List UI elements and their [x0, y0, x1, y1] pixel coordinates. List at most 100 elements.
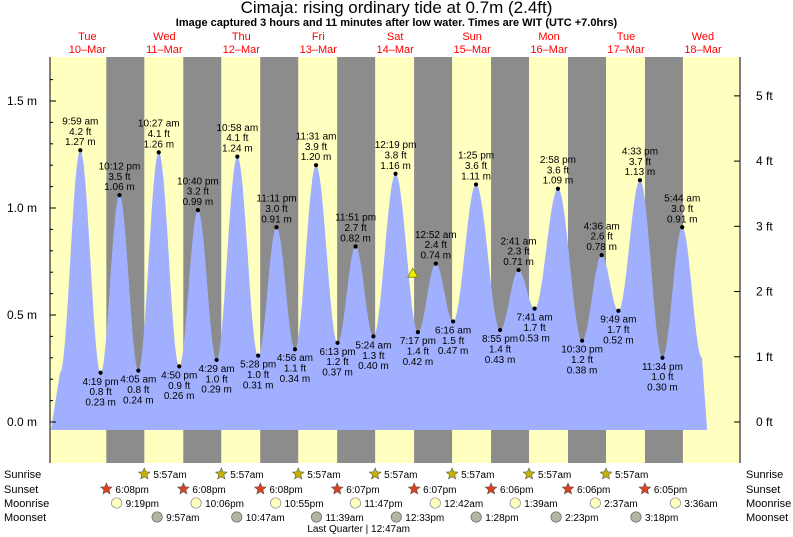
low-tide-label: 5:28 pm	[240, 360, 276, 371]
astro-row-label-right: Sunrise	[746, 469, 783, 481]
low-tide-label: 0.24 m	[123, 395, 154, 406]
moonrise-icon	[589, 497, 601, 509]
day-name: Wed	[153, 31, 175, 43]
day-date: 15–Mar	[453, 44, 491, 56]
high-tide-label: 11:51 pm	[335, 213, 376, 224]
day-date: 14–Mar	[377, 44, 415, 56]
astro-row-label-left: Sunset	[4, 484, 38, 496]
moonset-icon	[390, 511, 402, 523]
axis-ticks: 0.0 m 0.5 m 1.0 m 1.5 m 0 ft 1 ft 2 ft 3 ft 4 ft…	[7, 79, 773, 429]
sunrise-icon	[291, 467, 305, 480]
high-tide-label: 0.99 m	[183, 197, 214, 208]
high-tide-label: 2.4 ft	[425, 240, 447, 251]
tide-point	[78, 148, 83, 153]
tide-point	[195, 208, 201, 213]
moonrise-icon	[669, 497, 681, 509]
high-tide-label: 1:25 pm	[458, 151, 494, 162]
moonrise-time: 2:37am	[604, 499, 637, 510]
tide-point	[433, 261, 438, 266]
high-tide-label: 1.13 m	[625, 167, 656, 178]
low-tide-label: 6:13 pm	[319, 347, 355, 358]
high-tide-label: 10:40 pm	[177, 176, 219, 187]
moonrise-time: 10:55pm	[285, 499, 324, 510]
day-name: Sat	[387, 31, 404, 43]
low-tide-label: 1.1 ft	[284, 364, 306, 375]
sunrise-time: 5:57am	[307, 470, 340, 481]
high-tide-label: 1.20 m	[301, 152, 332, 163]
high-tide-label: 1.09 m	[543, 176, 574, 187]
day-date: 16–Mar	[530, 44, 568, 56]
tide-point	[335, 340, 340, 345]
sunset-time: 6:05pm	[654, 485, 687, 496]
day-name: Wed	[692, 31, 714, 43]
day-date: 13–Mar	[300, 44, 338, 56]
high-tide-label: 2.7 ft	[344, 223, 366, 234]
tide-point	[532, 306, 537, 311]
low-tide-label: 0.31 m	[243, 380, 274, 391]
sunset-icon	[407, 482, 421, 495]
tide-point	[156, 150, 161, 155]
tide-point	[599, 252, 604, 258]
high-tide-label: 11:11 pm	[256, 193, 296, 204]
tide-point	[473, 182, 479, 187]
astro-row-label-left: Sunrise	[4, 469, 41, 481]
day-date: 12–Mar	[223, 44, 261, 56]
moonset-icon	[550, 511, 562, 523]
moonrise-time: 10:06pm	[205, 499, 244, 510]
low-tide-label: 9:49 am	[600, 315, 636, 326]
moonrise-icon	[509, 497, 521, 509]
high-tide-label: 1.06 m	[104, 182, 135, 193]
low-tide-label: 11:34 pm	[642, 362, 683, 373]
low-tide-label: 0.34 m	[280, 374, 311, 385]
moonset-time: 2:23pm	[565, 513, 598, 524]
tide-point	[555, 186, 561, 191]
sunset-icon	[330, 482, 344, 495]
sunset-time: 6:08pm	[192, 485, 225, 496]
moonrise-icon	[190, 497, 202, 509]
y-tick-label-m: 1.0 m	[7, 201, 37, 215]
tide-point	[292, 347, 298, 352]
moonrise-icon	[270, 497, 282, 509]
day-headers: Tue10–MarWed11–MarThu12–MarFri13–MarSat1…	[69, 31, 722, 56]
moonset-icon	[310, 511, 323, 523]
high-tide-label: 10:12 pm	[99, 161, 141, 172]
high-tide-label: 1.26 m	[143, 139, 174, 150]
low-tide-label: 1.3 ft	[362, 351, 384, 362]
low-tide-label: 0.30 m	[647, 383, 678, 394]
high-tide-label: 3.2 ft	[187, 187, 209, 198]
tide-point	[177, 364, 182, 369]
day-name: Tue	[78, 31, 97, 43]
day-name: Mon	[538, 31, 559, 43]
y-tick-label-ft: 3 ft	[756, 219, 773, 233]
sunset-time: 6:06pm	[577, 485, 610, 496]
tide-point	[371, 334, 376, 339]
sunrise-time: 5:57am	[153, 470, 186, 481]
low-tide-label: 4:05 am	[120, 375, 156, 386]
high-tide-label: 5:44 am	[664, 193, 700, 204]
low-tide-label: 1.7 ft	[607, 325, 629, 336]
sunrise-icon	[368, 467, 382, 480]
high-tide-label: 3.8 ft	[384, 150, 406, 161]
tide-point	[415, 330, 420, 335]
sunset-time: 6:08pm	[269, 485, 302, 496]
low-tide-label: 1.2 ft	[571, 355, 593, 366]
moon-phase-label: Last Quarter | 12:47am	[307, 524, 410, 535]
high-tide-label: 2:41 am	[500, 236, 536, 247]
moonrise-time: 12:42am	[444, 499, 483, 510]
moonset-time: 3:18pm	[645, 513, 678, 524]
high-tide-label: 2:58 pm	[540, 155, 576, 166]
high-tide-label: 0.91 m	[261, 214, 292, 225]
moonset-icon	[630, 511, 642, 523]
high-tide-label: 9:59 am	[62, 116, 98, 127]
sunset-icon	[561, 482, 575, 495]
high-tide-label: 0.82 m	[340, 234, 371, 245]
low-tide-label: 0.52 m	[603, 336, 634, 347]
y-tick-label-ft: 4 ft	[756, 154, 773, 168]
high-tide-label: 0.71 m	[503, 257, 534, 268]
tide-point	[637, 178, 643, 183]
moonset-icon	[231, 511, 243, 523]
high-tide-label: 12:19 pm	[375, 140, 417, 151]
sunrise-time: 5:57am	[230, 470, 263, 481]
low-tide-label: 7:41 am	[517, 313, 553, 324]
astro-row-label-left: Moonset	[4, 512, 46, 524]
